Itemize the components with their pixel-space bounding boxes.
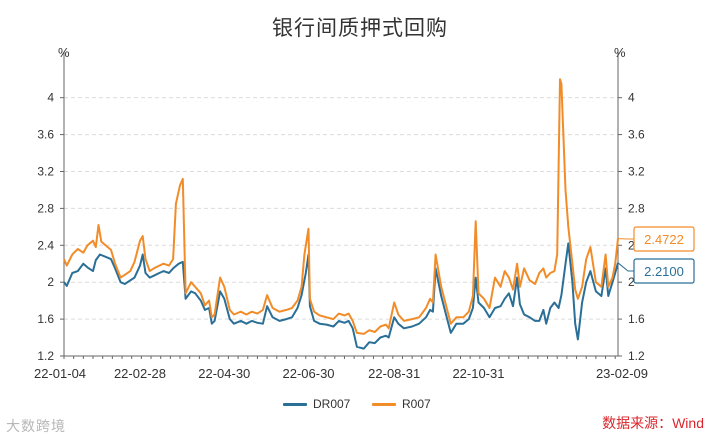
chart-title: 银行间质押式回购 <box>272 17 448 40</box>
left-y-tick-label-6: 3.6 <box>37 128 54 142</box>
legend-swatch-r007 <box>372 403 396 406</box>
end-label-box-dr007 <box>633 258 695 284</box>
left-y-tick-label-0: 1.2 <box>37 349 54 363</box>
watermark: 大数跨境 <box>6 418 66 434</box>
right-y-tick-label-5: 3.2 <box>628 164 645 178</box>
legend: DR007 R007 <box>0 396 720 412</box>
right-y-tick-label-4: 2.8 <box>628 201 645 215</box>
x-tick-label-3: 22-06-30 <box>283 366 335 381</box>
right-y-tick-label-6: 3.6 <box>628 128 645 142</box>
end-label-dr007: 2.2100 <box>644 264 684 279</box>
left-axis-unit: % <box>58 45 70 60</box>
right-y-tick-label-1: 1.6 <box>628 312 645 326</box>
x-tick-label-4: 22-08-31 <box>368 366 420 381</box>
right-y-tick-label-0: 1.2 <box>628 349 645 363</box>
left-y-tick-label-4: 2.8 <box>37 201 54 215</box>
right-y-tick-label-7: 4 <box>628 91 635 105</box>
x-tick-label-1: 22-02-28 <box>114 366 166 381</box>
x-tick-label-0: 22-01-04 <box>34 366 86 381</box>
left-y-tick-label-3: 2.4 <box>37 238 54 252</box>
end-label-r007: 2.4722 <box>644 232 684 247</box>
x-tick-label-6: 23-02-09 <box>596 366 648 381</box>
series-line-r007 <box>63 78 619 335</box>
data-source-note: 数据来源：Wind <box>602 415 704 431</box>
legend-swatch-dr007 <box>283 403 307 406</box>
x-tick-label-5: 22-10-31 <box>452 366 504 381</box>
legend-label-r007: R007 <box>402 397 431 411</box>
right-axis-unit: % <box>614 45 626 60</box>
x-tick-label-2: 22-04-30 <box>198 366 250 381</box>
end-label-box-r007 <box>633 226 695 252</box>
left-y-tick-label-5: 3.2 <box>37 164 54 178</box>
series-line-dr007 <box>63 242 619 350</box>
end-label-leader-dr007 <box>617 262 634 272</box>
legend-label-dr007: DR007 <box>313 397 351 411</box>
left-y-tick-label-1: 1.6 <box>37 312 54 326</box>
left-y-tick-label-7: 4 <box>47 91 54 105</box>
right-y-tick-label-2: 2 <box>628 275 635 289</box>
left-y-tick-label-2: 2 <box>47 275 54 289</box>
